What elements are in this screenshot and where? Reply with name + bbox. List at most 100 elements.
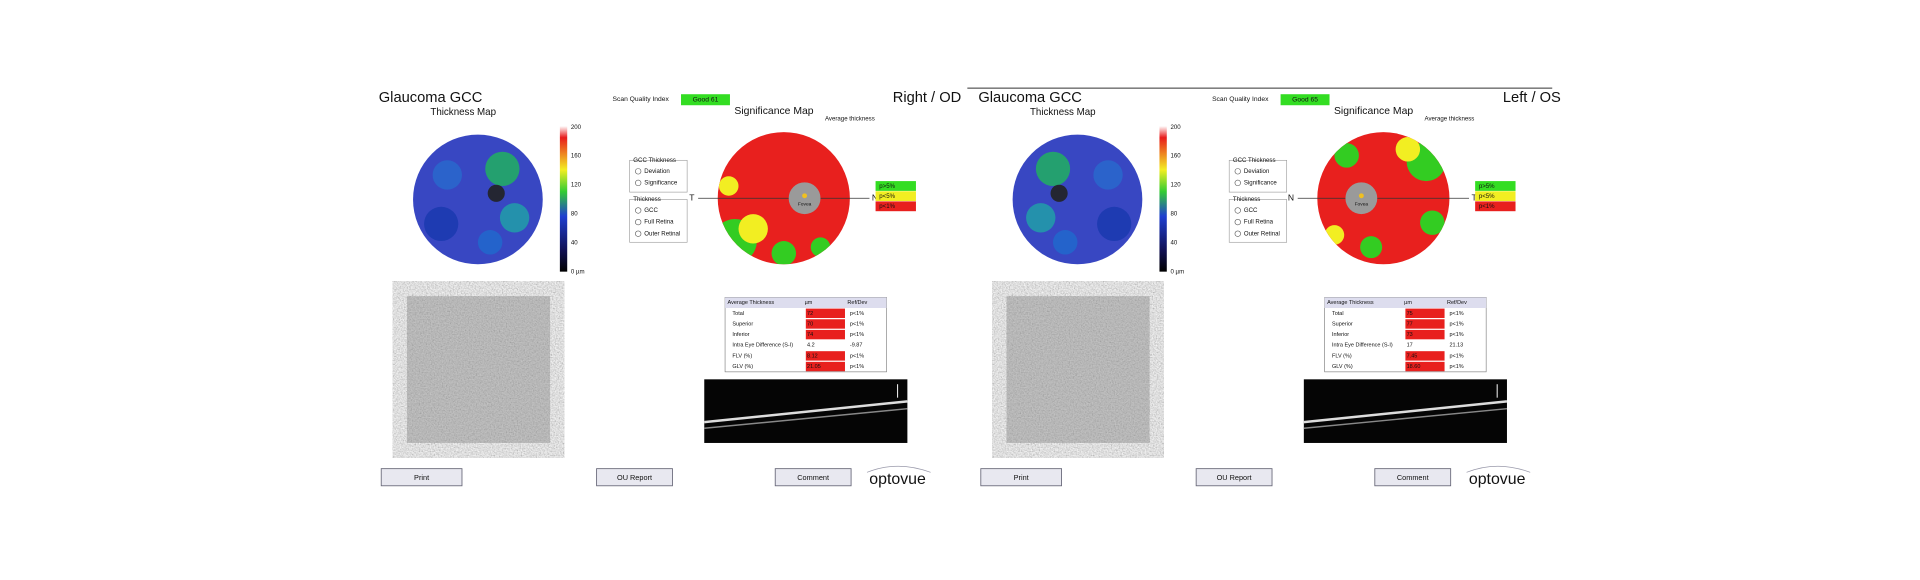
fovea-dot (802, 193, 808, 199)
side-label: N (872, 192, 878, 202)
radio-group-title: GCC Thickness (633, 157, 676, 164)
table-cell: p<1% (1449, 364, 1463, 370)
table-header: Average Thickness (1327, 300, 1374, 306)
legend-swatch (875, 181, 916, 191)
colorbar-label: 200 (571, 124, 582, 131)
eye-label: Right / OD (893, 90, 962, 106)
radio-button[interactable] (1234, 230, 1241, 237)
table-cell: p<1% (850, 332, 864, 338)
colorbar-label: 200 (1170, 124, 1181, 131)
colorbar-label: 160 (1170, 153, 1181, 160)
table-cell: Total (1332, 311, 1344, 317)
button[interactable] (1195, 468, 1273, 487)
fundus-tint (406, 296, 551, 443)
flag-cell (1405, 319, 1445, 329)
button[interactable] (980, 468, 1062, 487)
map-region (432, 160, 462, 190)
radio-button[interactable] (1234, 218, 1241, 226)
map-region (1050, 184, 1068, 202)
table-header: µm (805, 300, 813, 306)
radio-label: GCC (1244, 207, 1258, 214)
flag-cell (1405, 308, 1445, 319)
radio-button[interactable] (1234, 179, 1241, 187)
button-label: Comment (1397, 473, 1429, 482)
map-region (1395, 137, 1421, 162)
map-region (413, 134, 543, 265)
flag-cell (1405, 351, 1445, 361)
legend-swatch (1475, 181, 1516, 191)
flag-cell (805, 319, 845, 329)
button-label: Print (414, 473, 429, 482)
table-cell: Superior (732, 321, 753, 327)
map-region (485, 151, 520, 186)
radio-label: Deviation (1244, 168, 1269, 175)
legend-label: p>5% (879, 183, 895, 190)
thickness-map (413, 134, 543, 265)
map-region (1026, 203, 1056, 233)
radio-button[interactable] (635, 168, 642, 175)
button[interactable] (380, 468, 463, 487)
table-cell: 7.45 (1407, 353, 1418, 359)
table-cell: Superior (1332, 321, 1353, 327)
radio-label: Deviation (644, 168, 669, 175)
table-cell: 73 (1407, 332, 1413, 338)
radio-button[interactable] (1234, 207, 1241, 214)
map-region (718, 176, 739, 196)
table-cell: GLV (%) (1332, 364, 1353, 370)
table-header-bg (1324, 297, 1487, 308)
table-cell: 21.13 (1449, 343, 1463, 349)
map-region (1097, 206, 1132, 242)
significance-title: Significance Map (1334, 106, 1413, 117)
retina-layer (1303, 407, 1508, 430)
radio-group (1228, 159, 1288, 193)
colorbar-label: 40 (1170, 239, 1177, 246)
table-header: Ref/Dev (847, 300, 867, 306)
map-region (738, 214, 768, 244)
radio-button[interactable] (635, 207, 642, 214)
table-cell: Intra Eye Difference (S-I) (732, 343, 793, 349)
table-header: µm (1404, 300, 1412, 306)
radio-button[interactable] (635, 179, 642, 187)
colorbar-label: 120 (1170, 182, 1181, 189)
table-cell: -9.87 (850, 343, 863, 349)
map-region (499, 203, 530, 233)
sqi-value: Good 65 (1292, 97, 1318, 104)
map-region (487, 184, 505, 202)
radio-label: GCC (644, 207, 658, 214)
radio-button[interactable] (635, 218, 642, 226)
table-cell: Intra Eye Difference (S-I) (1332, 343, 1393, 349)
table-cell: 4.2 (807, 343, 815, 349)
panel-title: Glaucoma GCC (978, 90, 1082, 106)
legend-swatch (1475, 191, 1516, 202)
legend-label: p<5% (879, 193, 895, 200)
button-label: Print (1014, 473, 1029, 482)
brand-logo: optovue (1469, 471, 1526, 488)
panel-title: Glaucoma GCC (379, 90, 483, 106)
radio-button[interactable] (1234, 168, 1241, 175)
radio-button[interactable] (635, 230, 642, 237)
button[interactable] (596, 468, 673, 487)
table-cell: Total (732, 311, 744, 317)
legend-label: p<1% (1479, 203, 1495, 210)
retina-layer (1303, 400, 1508, 424)
flag-cell (1405, 361, 1445, 372)
fundus-image (1006, 296, 1150, 443)
fovea-label: Fovea (798, 202, 812, 208)
significance-title: Significance Map (734, 106, 813, 117)
button[interactable] (1374, 468, 1452, 487)
map-region (477, 230, 503, 255)
button[interactable] (774, 468, 852, 487)
sqi-label: Scan Quality Index (1212, 96, 1269, 103)
table-cell: p<1% (850, 364, 864, 370)
table-header: Ref/Dev (1447, 300, 1467, 306)
legend-swatch (875, 201, 916, 212)
sqi-box (681, 94, 730, 106)
radio-label: Full Retina (1244, 219, 1274, 226)
button-label: OU Report (1217, 473, 1252, 482)
table-cell: Inferior (732, 332, 749, 338)
map-note: Average thickness (825, 115, 875, 122)
table-cell: 70 (807, 321, 813, 327)
thickness-map (1012, 134, 1143, 265)
radio-group (629, 159, 688, 193)
